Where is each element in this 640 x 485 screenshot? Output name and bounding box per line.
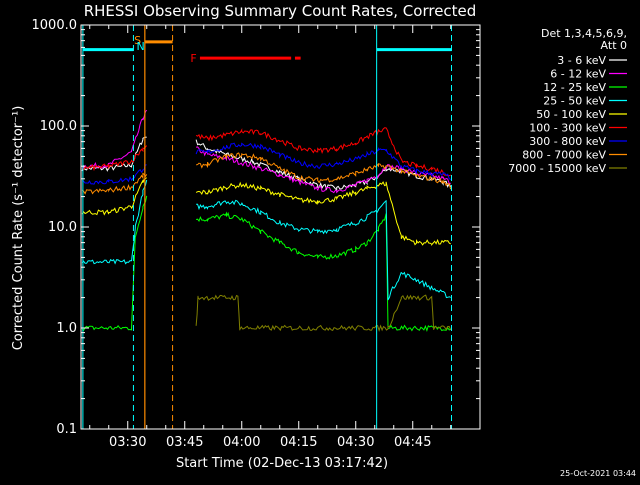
series-line (81, 195, 451, 332)
y-tick-label: 1.0 (56, 321, 77, 336)
x-tick-label: 03:30 (109, 435, 146, 450)
series-line (81, 152, 452, 195)
series-line (195, 294, 452, 333)
legend-entry: 6 - 12 keV (550, 68, 606, 81)
series-line (81, 179, 451, 301)
series-line (81, 136, 452, 191)
legend-entry: 7000 - 15000 keV (508, 162, 606, 175)
legend-header-line-2: Att 0 (601, 39, 627, 52)
x-tick-label: 04:30 (337, 435, 374, 450)
legend-entry: 25 - 50 keV (543, 95, 606, 108)
series-layer (81, 109, 452, 333)
x-tick-label: 04:00 (223, 435, 260, 450)
x-tick-label: 04:45 (394, 435, 431, 450)
y-tick-label: 0.1 (56, 422, 77, 437)
x-tick-label: 04:15 (280, 435, 317, 450)
x-tick-label: 03:45 (166, 435, 203, 450)
axes-layer: 0.1 1.0 10.0 100.0 1000.0 03:30 03:45 04:00 04:1… (32, 18, 481, 450)
n-flag-label: N (137, 40, 145, 53)
y-axis-label: Corrected Count Rate (s⁻¹ detector⁻¹) (11, 106, 26, 351)
series-line (81, 142, 451, 185)
series-line (81, 127, 451, 177)
footer-timestamp: 25-Oct-2021 03:44 (560, 469, 636, 478)
legend-entry: 50 - 100 keV (536, 108, 606, 121)
x-axis-label: Start Time (02-Dec-13 03:17:42) (176, 456, 388, 471)
f-flag-label: F (190, 52, 196, 65)
chart-title: RHESSI Observing Summary Count Rates, Co… (84, 2, 477, 20)
s-flag-label: S (134, 34, 141, 47)
legend-header-line-1: Det 1,3,4,5,6,9, (541, 27, 627, 40)
legend-entry: 300 - 800 keV (529, 135, 606, 148)
legend-entry: 100 - 300 keV (529, 122, 606, 135)
series-line (81, 109, 451, 194)
legend-entry: 12 - 25 keV (543, 81, 606, 94)
legend-entry: 3 - 6 keV (557, 54, 606, 67)
series-line (81, 177, 451, 247)
y-tick-label: 100.0 (40, 119, 77, 134)
y-tick-label: 1000.0 (32, 18, 78, 33)
legend-entry: 800 - 7000 keV (522, 149, 606, 162)
y-tick-label: 10.0 (48, 220, 77, 235)
